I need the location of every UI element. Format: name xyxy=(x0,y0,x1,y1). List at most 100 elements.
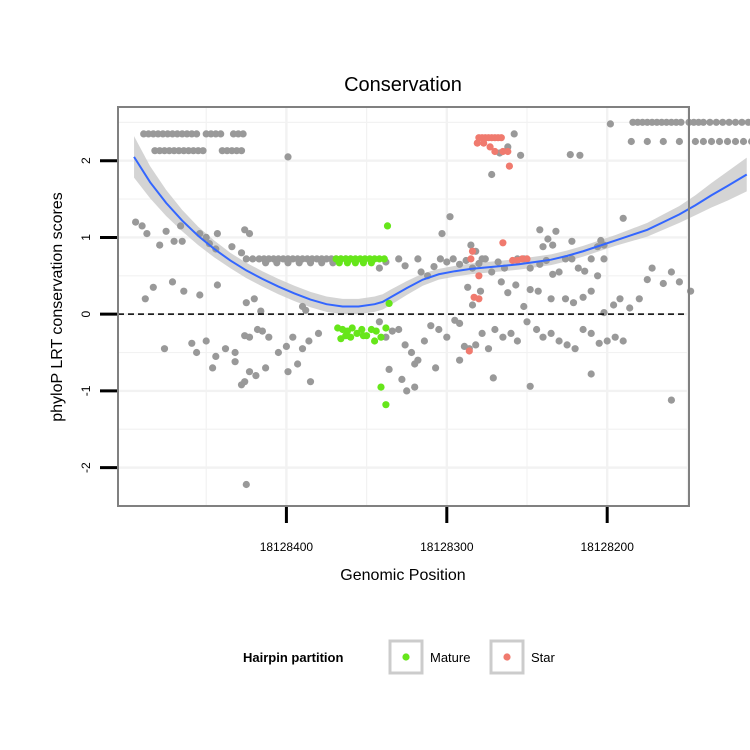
data-point-other xyxy=(375,318,383,326)
x-axis: 18128400 18128300 18128200 xyxy=(260,507,635,554)
data-point-other xyxy=(539,333,547,341)
legend-title: Hairpin partition xyxy=(243,650,343,665)
y-tick-label: 0 xyxy=(79,311,93,318)
data-point-other xyxy=(385,365,393,373)
data-point-mature xyxy=(351,259,359,267)
y-tick-label: 1 xyxy=(79,234,93,241)
y-axis: 2 1 0 -1 -2 xyxy=(79,157,117,473)
data-point-other xyxy=(571,345,579,353)
data-point-other xyxy=(611,333,619,341)
data-point-other xyxy=(587,329,595,337)
data-point-other xyxy=(539,243,547,251)
data-point-other xyxy=(600,309,608,317)
data-point-other xyxy=(488,170,496,179)
data-point-mature xyxy=(359,259,367,267)
data-point-other xyxy=(401,262,409,270)
data-point-other xyxy=(534,287,542,295)
legend-swatch-mature xyxy=(402,653,410,661)
data-point-other xyxy=(241,378,249,386)
data-point-mature xyxy=(382,324,390,332)
data-point-mature xyxy=(385,299,393,307)
data-point-other xyxy=(237,249,246,257)
data-point-other xyxy=(228,243,236,251)
data-point-other xyxy=(239,130,247,138)
data-point-other xyxy=(388,327,396,335)
data-point-star xyxy=(475,295,483,303)
data-point-other xyxy=(616,295,624,303)
data-point-other xyxy=(472,341,480,349)
data-point-other xyxy=(245,368,254,376)
data-point-other xyxy=(414,255,422,263)
data-point-other xyxy=(555,337,563,345)
data-point-other xyxy=(526,264,534,272)
data-point-other xyxy=(302,306,310,314)
data-point-star xyxy=(467,255,475,263)
data-point-other xyxy=(659,279,667,288)
data-point-star xyxy=(486,143,494,151)
data-point-other xyxy=(691,137,700,146)
data-point-other xyxy=(407,348,416,357)
data-point-other xyxy=(241,226,249,234)
data-point-other xyxy=(177,222,185,230)
data-point-other xyxy=(217,130,225,138)
data-point-other xyxy=(489,374,497,382)
data-point-other xyxy=(262,364,270,372)
data-point-other xyxy=(258,327,266,335)
data-point-other xyxy=(510,130,518,138)
data-point-other xyxy=(533,325,541,334)
data-point-other xyxy=(635,295,643,303)
data-point-other xyxy=(242,299,250,307)
data-point-other xyxy=(262,259,270,267)
data-point-other xyxy=(294,360,302,368)
data-point-other xyxy=(504,289,512,297)
data-point-star xyxy=(468,247,477,255)
data-point-other xyxy=(494,258,502,266)
data-point-other xyxy=(249,255,257,263)
data-point-other xyxy=(417,268,425,276)
data-point-other xyxy=(231,348,239,357)
data-point-other xyxy=(549,241,557,249)
data-point-mature xyxy=(348,324,356,332)
data-point-other xyxy=(606,120,615,128)
data-point-other xyxy=(552,227,560,235)
legend-label-star: Star xyxy=(531,650,556,665)
data-point-other xyxy=(252,372,260,380)
data-point-other xyxy=(497,278,505,286)
data-point-other xyxy=(449,255,457,263)
chart-title: Conservation xyxy=(344,74,462,96)
data-point-other xyxy=(143,230,151,238)
legend-label-mature: Mature xyxy=(430,650,470,665)
data-point-other xyxy=(193,130,201,138)
x-tick-label: 18128200 xyxy=(581,540,635,554)
data-point-other xyxy=(526,382,534,390)
data-point-other xyxy=(648,264,656,272)
data-point-other xyxy=(626,304,634,312)
data-point-other xyxy=(265,333,273,341)
plot-panel-border xyxy=(117,106,690,507)
data-point-other xyxy=(443,258,451,266)
data-point-mature xyxy=(347,333,355,341)
data-point-other xyxy=(180,287,188,295)
data-point-other xyxy=(555,268,563,276)
data-point-mature xyxy=(358,325,366,334)
data-point-other xyxy=(427,322,435,330)
data-point-other xyxy=(484,345,493,353)
data-point-other xyxy=(603,337,611,345)
data-point-other xyxy=(318,259,326,267)
data-point-other xyxy=(699,118,708,126)
confidence-ribbon-layer xyxy=(134,136,747,315)
data-point-other xyxy=(731,118,740,126)
data-point-other xyxy=(231,358,239,366)
data-point-other xyxy=(435,325,443,334)
y-tick-label: -1 xyxy=(79,385,93,396)
data-point-other xyxy=(739,137,748,146)
data-point-other xyxy=(523,318,531,326)
data-point-star xyxy=(504,147,512,156)
data-point-star xyxy=(499,239,507,247)
data-point-star xyxy=(523,255,531,263)
data-point-other xyxy=(594,272,602,280)
data-point-other xyxy=(284,153,292,161)
data-point-other xyxy=(499,333,507,341)
